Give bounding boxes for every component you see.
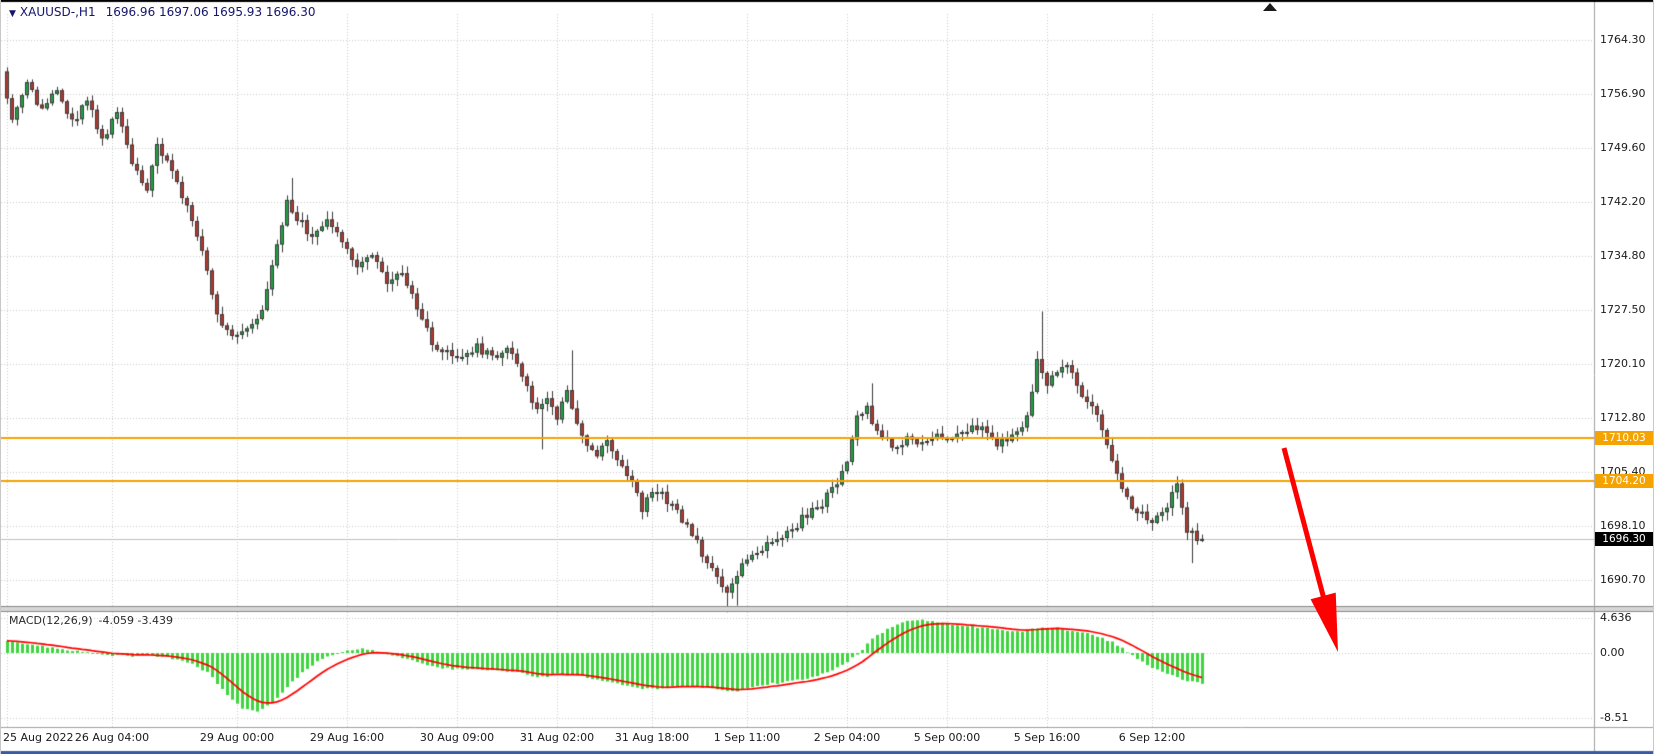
macd-name-label: MACD(12,26,9): [9, 614, 93, 627]
time-axis-label: 26 Aug 04:00: [74, 731, 150, 744]
symbol-timeframe-label: XAUUSD-,H1: [19, 5, 96, 19]
hline-price-tag[interactable]: 1710.03: [1595, 431, 1653, 446]
time-axis-label: 31 Aug 02:00: [519, 731, 595, 744]
price-axis-label: 1756.90: [1600, 87, 1646, 101]
time-axis-label: 29 Aug 00:00: [199, 731, 275, 744]
chart-shift-marker-icon[interactable]: [1263, 3, 1277, 11]
ohlc-values-label: 1696.96 1697.06 1695.93 1696.30: [105, 5, 316, 19]
time-axis-label: 25 Aug 2022: [3, 731, 74, 744]
chart-legend: ▼ XAUUSD-,H1 1696.96 1697.06 1695.93 1696.…: [9, 5, 316, 19]
price-axis-label: 1712.80: [1600, 410, 1646, 424]
price-axis-label: 1734.80: [1600, 249, 1646, 263]
price-axis-label: 1727.50: [1600, 303, 1646, 316]
price-axis-label: 1764.30: [1600, 33, 1646, 46]
arrow-shaft[interactable]: [1281, 447, 1327, 601]
symbol-triangle-icon: ▼: [9, 9, 16, 19]
time-axis-label: 30 Aug 09:00: [419, 731, 495, 744]
time-axis-label: 29 Aug 16:00: [309, 731, 385, 744]
time-axis-label: 31 Aug 18:00: [614, 731, 690, 744]
time-axis-label: 5 Sep 00:00: [913, 731, 981, 744]
time-axis[interactable]: 25 Aug 2022 26 Aug 04:00 29 Aug 00:00 29 Au…: [1, 727, 1653, 751]
macd-values-label: -4.059 -3.439: [98, 614, 173, 627]
current-price-tag: 1696.30: [1595, 531, 1653, 546]
hline-price-tag[interactable]: 1704.20: [1595, 473, 1653, 488]
price-axis-label: 1720.10: [1600, 357, 1646, 371]
macd-axis-label: -8.51: [1600, 710, 1629, 724]
time-axis-label: 5 Sep 16:00: [1013, 731, 1081, 744]
price-axis-label: 1698.10: [1600, 518, 1646, 532]
price-axis-label: 1749.60: [1600, 140, 1646, 154]
indicator-legend: MACD(12,26,9) -4.059 -3.439: [9, 614, 173, 627]
time-axis-label: 6 Sep 12:00: [1118, 731, 1186, 744]
price-axis-label: 1690.70: [1600, 573, 1646, 586]
price-axis-label: 1742.20: [1600, 195, 1646, 209]
arrow-head[interactable]: [1310, 592, 1338, 652]
time-axis-label: 2 Sep 04:00: [813, 731, 881, 744]
macd-axis-label: 4.636: [1600, 610, 1632, 624]
macd-axis-label: 0.00: [1600, 646, 1625, 659]
time-axis-label: 1 Sep 11:00: [713, 731, 781, 744]
